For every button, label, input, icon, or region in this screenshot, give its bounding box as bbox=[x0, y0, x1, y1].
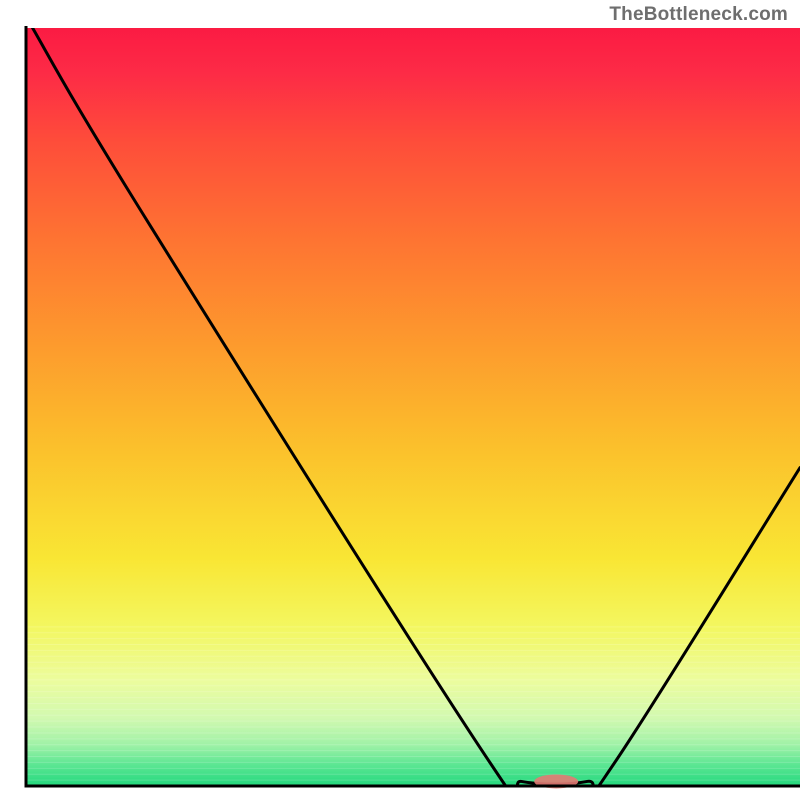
chart-svg bbox=[0, 0, 800, 800]
watermark-label: TheBottleneck.com bbox=[609, 4, 788, 26]
bottleneck-chart: TheBottleneck.com bbox=[0, 0, 800, 800]
gradient-background bbox=[26, 28, 800, 786]
